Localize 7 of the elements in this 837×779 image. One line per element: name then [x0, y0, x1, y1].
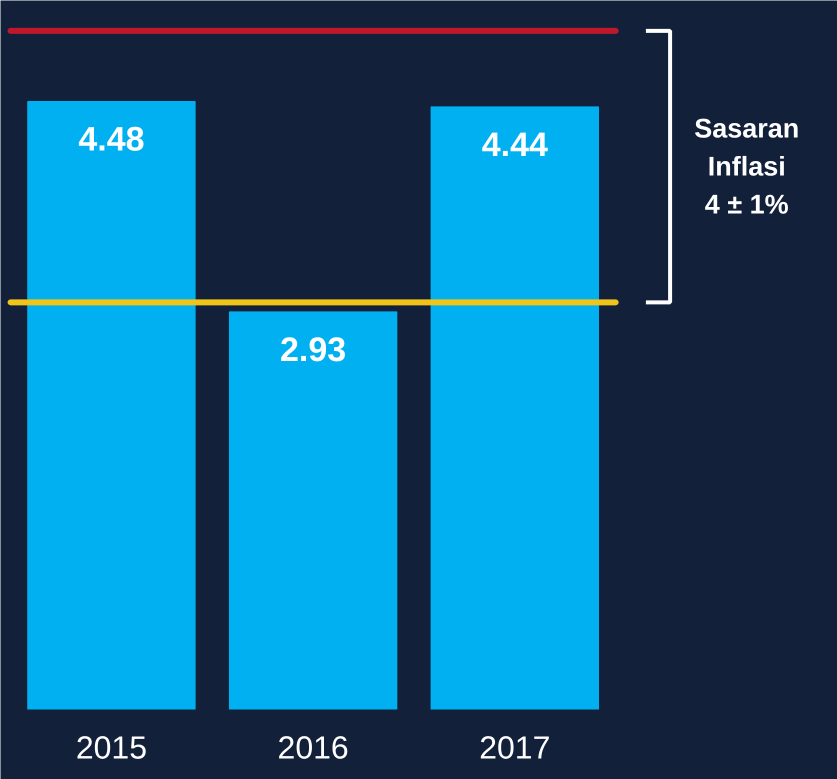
data-label: 2.93 — [280, 330, 346, 369]
text: Sasaran Inflasi 4 ± 1% — [694, 114, 800, 220]
data-label: 4.48 — [78, 120, 145, 158]
x-tick-label: 2015 — [76, 730, 148, 766]
data-label: 4.44 — [482, 126, 548, 164]
x-tick-label: 2016 — [278, 730, 349, 766]
x-tick-label: 2017 — [479, 730, 550, 766]
